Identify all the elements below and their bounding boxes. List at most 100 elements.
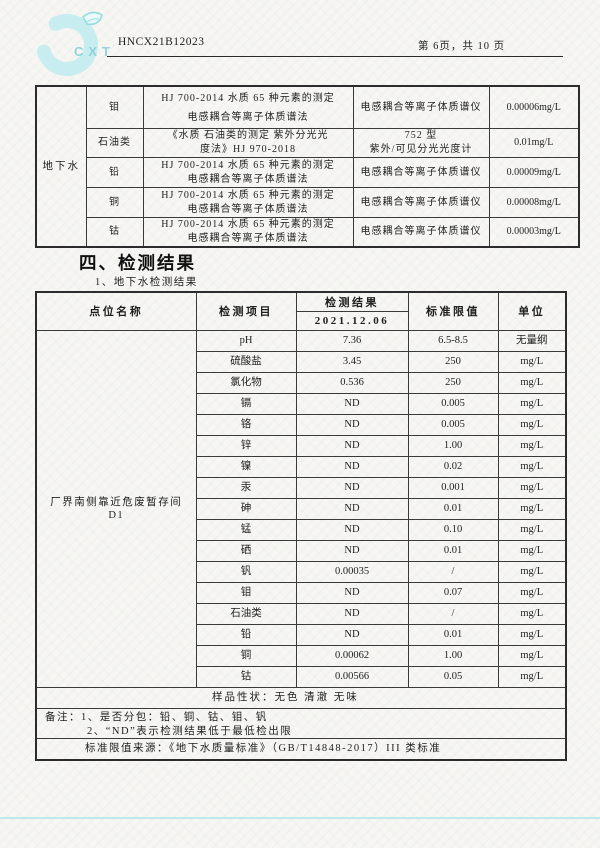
cell-unit: mg/L: [497, 602, 567, 625]
cell-item: 硫酸盐: [195, 350, 297, 373]
cell-unit: mg/L: [497, 413, 567, 436]
cell-item: 铅: [195, 623, 297, 646]
cell-item: 锰: [195, 518, 297, 541]
cell-limit: 6.5-8.5: [407, 329, 499, 352]
standard-source: 标准限值来源：《地下水质量标准》（GB/T14848-2017）III 类标准: [35, 737, 567, 760]
sample-state-row: 样品性状：无色 清澈 无味: [35, 686, 567, 709]
cell-unit: mg/L: [497, 497, 567, 520]
cell-unit: mg/L: [497, 518, 567, 541]
cell-item: 氯化物: [195, 371, 297, 394]
cell-result: ND: [295, 392, 409, 415]
table-row: 石油类 《水质 石油类的测定 紫外分光光 度法》HJ 970-2018 752 …: [36, 128, 580, 158]
page-number-info: 第 6页，共 10 页: [418, 41, 506, 52]
site-name-cell: 厂界南侧靠近危废暂存间 D1: [35, 329, 197, 688]
cell-unit: mg/L: [497, 455, 567, 478]
cell-item: 钴: [195, 665, 297, 688]
cell-result: ND: [295, 581, 409, 604]
result-rows: 厂界南侧靠近危废暂存间 D1 pH 7.36 6.5-8.5 无量纲 硫酸盐 3.45 250…: [35, 329, 567, 688]
sample-state: 样品性状：无色 清澈 无味: [35, 686, 567, 709]
cell-limit: 250: [407, 371, 499, 394]
cell-unit: mg/L: [497, 476, 567, 499]
analyte-cell: 铜: [85, 187, 144, 218]
report-number: HNCX21B12023: [118, 36, 205, 48]
instrument-cell: 752 型 紫外/可见分光光度计: [352, 128, 490, 158]
header-row: 点位名称 检测项目 检测结果 标准限值 单位: [35, 291, 567, 331]
detection-limit-cell: 0.00003mg/L: [488, 217, 580, 248]
cell-result: ND: [295, 476, 409, 499]
logo-text: CXT: [74, 44, 115, 59]
cell-item: 砷: [195, 497, 297, 520]
cell-limit: 1.00: [407, 434, 499, 457]
cell-unit: mg/L: [497, 644, 567, 667]
cell-item: 硒: [195, 539, 297, 562]
cell-item: 铜: [195, 644, 297, 667]
cell-limit: 0.005: [407, 392, 499, 415]
detection-limit-cell: 0.00008mg/L: [488, 187, 580, 218]
cell-result: 0.536: [295, 371, 409, 394]
table-row: 锰 ND 0.10 mg/L: [36, 518, 567, 541]
cell-result: 0.00566: [295, 665, 409, 688]
analyte-cell: 铅: [85, 157, 144, 188]
cell-result: 0.00062: [295, 644, 409, 667]
cell-limit: 0.01: [407, 497, 499, 520]
cell-limit: /: [407, 602, 499, 625]
col-header-limit: 标准限值: [407, 291, 499, 331]
cell-result: ND: [295, 518, 409, 541]
cell-result: 0.00035: [295, 560, 409, 583]
col-header-date: 2021.12.06: [295, 310, 409, 331]
note-line-1: 备注：1、是否分包：铅、铜、钴、钼、钒: [45, 711, 268, 723]
header-row: 2021.12.06: [36, 310, 566, 331]
method-cell: HJ 700-2014 水质 65 种元素的测定 电感耦合等离子体质谱法: [142, 217, 354, 248]
cell-unit: mg/L: [497, 623, 567, 646]
cell-item: 钼: [195, 581, 297, 604]
cell-result: ND: [295, 413, 409, 436]
cell-limit: 0.01: [407, 623, 499, 646]
instrument-cell: 电感耦合等离子体质谱仪: [352, 217, 490, 248]
cell-limit: 0.02: [407, 455, 499, 478]
table-row: 镍 ND 0.02 mg/L: [36, 455, 567, 478]
cell-unit: 无量纲: [497, 329, 567, 352]
table-row: 氯化物 0.536 250 mg/L: [36, 371, 567, 394]
table-row: 铅 HJ 700-2014 水质 65 种元素的测定 电感耦合等离子体质谱法 电…: [36, 157, 580, 188]
cell-item: 汞: [195, 476, 297, 499]
cell-item: pH: [195, 329, 297, 352]
cell-result: ND: [295, 602, 409, 625]
col-header-result: 检测结果: [295, 291, 409, 312]
notes-cell: 备注：1、是否分包：铅、铜、钴、钼、钒 2、“ND”表示检测结果低于最低检出限: [35, 707, 567, 739]
standard-source-row: 标准限值来源：《地下水质量标准》（GB/T14848-2017）III 类标准: [35, 737, 567, 760]
cell-limit: 0.10: [407, 518, 499, 541]
table-row: 厂界南侧靠近危废暂存间 D1 pH 7.36 6.5-8.5 无量纲: [35, 329, 567, 688]
col-header-item: 检测项目: [195, 291, 297, 331]
cell-limit: 0.07: [407, 581, 499, 604]
cell-result: ND: [295, 623, 409, 646]
cell-unit: mg/L: [497, 434, 567, 457]
cell-limit: 1.00: [407, 644, 499, 667]
cell-item: 镉: [195, 392, 297, 415]
cell-limit: 0.05: [407, 665, 499, 688]
notes-row: 备注：1、是否分包：铅、铜、钴、钼、钒 2、“ND”表示检测结果低于最低检出限: [35, 707, 567, 739]
cell-limit: /: [407, 560, 499, 583]
cell-limit: 250: [407, 350, 499, 373]
table-row: 铅 ND 0.01 mg/L: [36, 623, 567, 646]
method-cell: HJ 700-2014 水质 65 种元素的测定 电感耦合等离子体质谱法: [142, 187, 354, 218]
footer-accent-rule: [0, 817, 600, 819]
table-row: 钒 0.00035/mg/L: [36, 560, 567, 583]
method-cell: HJ 700-2014 水质 65 种元素的测定 电感耦合等离子体质谱法: [142, 157, 354, 188]
cell-item: 镍: [195, 455, 297, 478]
note-line-2: 2、“ND”表示检测结果低于最低检出限: [87, 725, 293, 737]
section-subtitle: 1、地下水检测结果: [95, 277, 198, 288]
cell-unit: mg/L: [497, 392, 567, 415]
method-cell: 《水质 石油类的测定 紫外分光光 度法》HJ 970-2018: [142, 128, 354, 158]
cell-unit: mg/L: [497, 539, 567, 562]
cell-item: 石油类: [195, 602, 297, 625]
col-header-site: 点位名称: [35, 291, 197, 331]
cell-result: ND: [295, 539, 409, 562]
detection-limit-cell: 0.00006mg/L: [488, 85, 580, 129]
table-row: 硫酸盐 3.45 250 mg/L: [36, 350, 567, 373]
cell-unit: mg/L: [497, 665, 567, 688]
cell-item: 钒: [195, 560, 297, 583]
analyte-cell: 石油类: [85, 128, 144, 158]
table-row: 地下水 钼 HJ 700-2014 水质 65 种元素的测定 电感耦合等离子体质…: [35, 85, 580, 248]
table-row: 铬 ND 0.005 mg/L: [36, 413, 567, 436]
cell-item: 锌: [195, 434, 297, 457]
